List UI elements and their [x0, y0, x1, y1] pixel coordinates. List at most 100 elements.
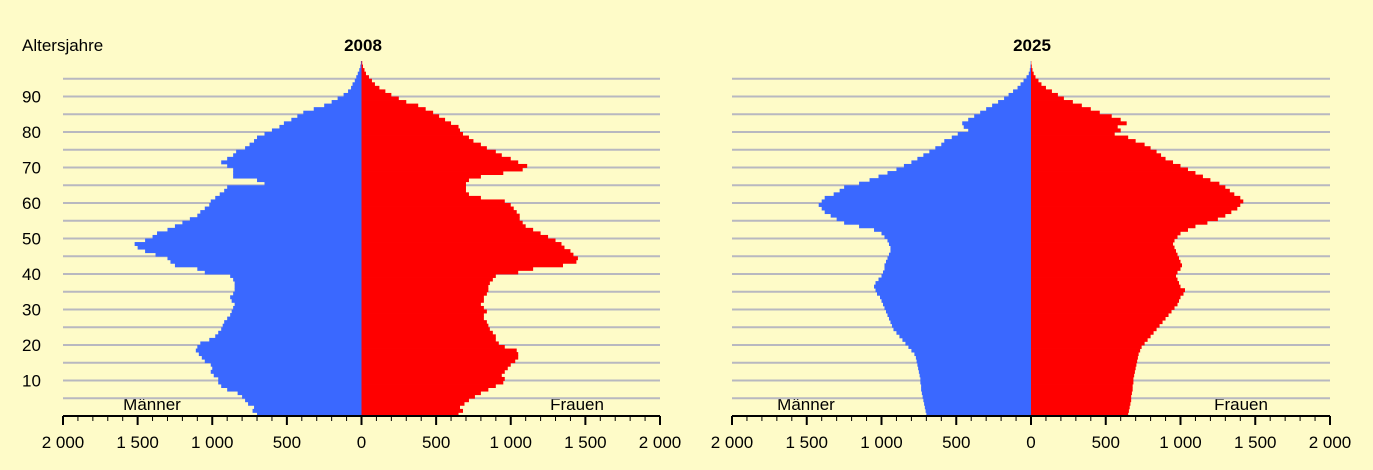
- bar-men: [920, 376, 1031, 381]
- bar-women: [1031, 348, 1141, 353]
- bar-men: [155, 252, 362, 257]
- bar-women: [1031, 210, 1232, 215]
- bar-men: [230, 274, 362, 278]
- bar-men: [884, 263, 1031, 268]
- bar-men: [878, 277, 1031, 282]
- bar-men: [818, 203, 1031, 207]
- bar-women: [361, 373, 502, 378]
- bar-men: [230, 295, 362, 300]
- bar-women: [1031, 227, 1188, 232]
- bar-men: [821, 199, 1031, 204]
- bar-men: [234, 281, 362, 286]
- bar-men: [921, 387, 1031, 392]
- bar-women: [1031, 114, 1112, 119]
- bar-men: [921, 391, 1031, 396]
- bar-men: [354, 78, 362, 83]
- bar-men: [254, 405, 362, 410]
- bar-men: [1029, 68, 1031, 73]
- bar-men: [234, 288, 362, 293]
- bar-women: [361, 337, 496, 342]
- bar-women: [361, 75, 369, 80]
- bar-women: [361, 61, 363, 65]
- x-tick-label: 0: [1026, 433, 1035, 452]
- bar-men: [1020, 82, 1031, 87]
- bar-men: [980, 110, 1031, 115]
- bar-men: [145, 249, 362, 254]
- bar-men: [233, 174, 362, 179]
- bar-men: [245, 398, 362, 403]
- bar-women: [1031, 309, 1172, 314]
- bar-women: [1031, 345, 1142, 349]
- bar-men: [874, 284, 1031, 289]
- bar-men: [189, 217, 362, 222]
- bar-women: [361, 160, 519, 165]
- bar-women: [361, 348, 517, 353]
- bar-women: [361, 146, 487, 151]
- bar-men: [356, 75, 362, 80]
- bar-women: [1031, 316, 1166, 321]
- bar-women: [1031, 242, 1174, 246]
- bar-men: [360, 61, 362, 65]
- bar-women: [1031, 391, 1132, 396]
- bar-women: [1031, 206, 1238, 211]
- bar-women: [1031, 305, 1175, 310]
- bar-women: [1031, 376, 1134, 381]
- bar-women: [1031, 337, 1148, 342]
- bar-men: [221, 384, 362, 388]
- bar-women: [361, 341, 499, 346]
- bar-women: [1031, 281, 1180, 286]
- bar-women: [361, 256, 578, 261]
- bar-men: [215, 334, 362, 339]
- bar-women: [1031, 139, 1136, 144]
- bar-men: [951, 135, 1031, 140]
- bar-women: [1031, 68, 1033, 73]
- bar-women: [1031, 178, 1211, 183]
- bar-women: [1031, 160, 1174, 165]
- bar-men: [233, 153, 362, 158]
- bar-men: [167, 256, 362, 261]
- bar-men: [908, 345, 1031, 349]
- bar-men: [210, 362, 362, 367]
- bar-women: [1031, 288, 1185, 293]
- bar-women: [1031, 401, 1131, 406]
- bar-men: [916, 359, 1031, 364]
- bar-men: [824, 210, 1031, 215]
- bar-men: [357, 71, 362, 76]
- bar-women: [361, 398, 469, 403]
- bar-women: [361, 103, 419, 108]
- bar-women: [1031, 121, 1127, 126]
- bar-women: [361, 71, 366, 76]
- bar-men: [881, 298, 1031, 303]
- bar-men: [962, 121, 1031, 126]
- bar-men: [824, 195, 1031, 200]
- bar-men: [922, 394, 1031, 399]
- bar-men: [974, 114, 1031, 119]
- bar-women: [1031, 277, 1178, 282]
- x-tick-label: 500: [1092, 433, 1120, 452]
- bar-men: [890, 245, 1031, 250]
- x-tick-label: 500: [273, 433, 301, 452]
- bar-women: [361, 178, 469, 183]
- bar-women: [361, 195, 481, 200]
- bar-men: [911, 160, 1031, 165]
- bar-women: [361, 217, 520, 222]
- bar-women: [1031, 231, 1181, 236]
- bar-men: [254, 139, 362, 144]
- bar-women: [361, 288, 489, 293]
- bar-women: [1031, 96, 1064, 101]
- bar-men: [887, 256, 1031, 261]
- bar-women: [1031, 398, 1132, 403]
- bar-men: [167, 227, 362, 232]
- bar-women: [361, 266, 534, 271]
- bar-women: [361, 302, 481, 307]
- bar-men: [844, 185, 1031, 190]
- bar-men: [905, 341, 1031, 346]
- bar-men: [887, 171, 1031, 175]
- bar-men: [245, 146, 362, 151]
- bar-men: [992, 103, 1031, 108]
- x-tick-label: 1 500: [1234, 433, 1277, 452]
- bar-women: [361, 82, 375, 87]
- bar-women: [1031, 217, 1218, 222]
- bar-women: [1031, 327, 1157, 332]
